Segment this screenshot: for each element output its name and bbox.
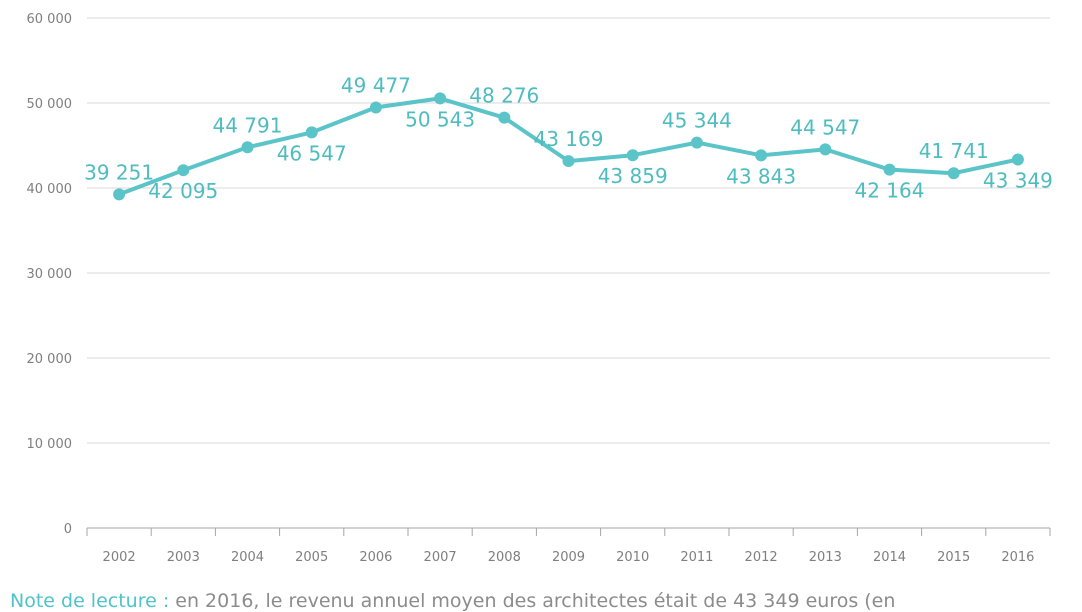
data-label: 43 169 [534,127,604,151]
y-tick-label: 60 000 [27,12,73,27]
data-label: 44 547 [790,115,860,139]
data-point [1011,153,1024,166]
data-point [819,143,832,156]
data-point [434,92,447,105]
x-tick-label: 2006 [359,550,392,565]
data-point [498,111,511,124]
data-point [947,167,960,180]
x-tick-label: 2008 [488,550,521,565]
y-tick-label: 10 000 [27,437,73,452]
x-tick-label: 2004 [231,550,264,565]
x-tick-label: 2014 [873,550,906,565]
y-tick-label: 0 [64,522,72,537]
data-point [369,101,382,114]
reading-note: Note de lecture : en 2016, le revenu ann… [10,590,895,612]
data-label: 42 095 [148,179,218,203]
gridlines [87,17,1050,444]
data-label: 44 791 [213,113,283,137]
data-point [883,163,896,176]
x-tick-label: 2011 [680,550,713,565]
data-label: 43 349 [983,169,1053,193]
data-point [177,164,190,177]
x-tick-label: 2007 [424,550,457,565]
data-label: 41 741 [919,139,989,163]
data-label: 48 276 [469,84,539,108]
line-chart: 0 10 000 20 000 30 000 40 000 50 000 60 000 20… [27,12,1053,565]
y-tick-label: 50 000 [27,97,73,112]
data-label: 39 251 [84,160,154,184]
x-tick-label: 2010 [616,550,649,565]
data-point [626,149,639,162]
data-label: 43 859 [598,164,668,188]
y-tick-label: 20 000 [27,352,73,367]
data-point [113,188,126,201]
data-point [241,141,254,154]
x-tick-label: 2013 [809,550,842,565]
x-tick-label: 2003 [167,550,200,565]
y-axis-tick-labels: 0 10 000 20 000 30 000 40 000 50 000 60 000 [27,12,73,537]
x-tick-label: 2015 [937,550,970,565]
y-tick-label: 40 000 [27,182,73,197]
series-line [113,92,1024,201]
x-tick-label: 2005 [295,550,328,565]
reading-note-lead: Note de lecture : [10,590,170,612]
data-label: 46 547 [277,141,347,165]
x-tick-label: 2009 [552,550,585,565]
x-tick-label: 2002 [103,550,136,565]
x-tick-label: 2016 [1001,550,1034,565]
y-tick-label: 30 000 [27,267,73,282]
data-label: 42 164 [855,179,925,203]
data-label: 45 344 [662,109,732,133]
data-label: 50 543 [405,107,475,131]
data-point [755,149,768,162]
reading-note-text: en 2016, le revenu annuel moyen des arch… [169,590,896,612]
x-axis: 2002 2003 2004 2005 2006 2007 2008 2009 2010 2011… [86,527,1051,565]
data-point [305,126,318,139]
data-label: 43 843 [726,164,796,188]
x-tick-label: 2012 [745,550,778,565]
data-point [690,136,703,149]
data-point [562,155,575,168]
data-label: 49 477 [341,73,411,97]
